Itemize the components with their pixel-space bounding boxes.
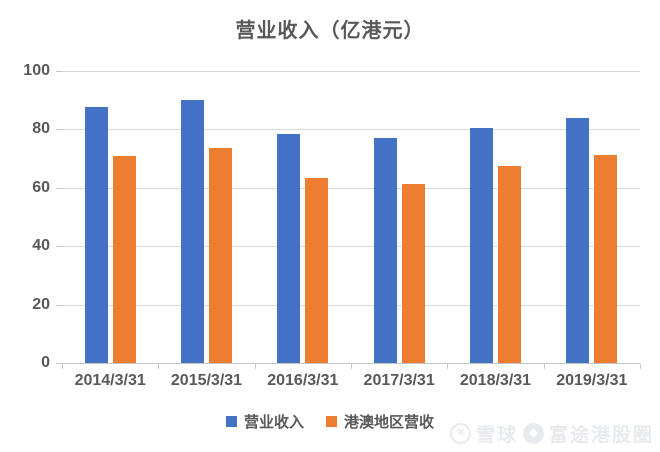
plot-area [62, 71, 640, 364]
x-axis-tick [351, 364, 352, 369]
x-axis-tick [158, 364, 160, 369]
legend-item-0: 营业收入 [225, 411, 304, 432]
x-axis-label-2014/3/31: 2014/3/31 [74, 372, 146, 389]
legend-label: 港澳地区营收 [344, 414, 435, 431]
bar-series-0-2018/3/31 [469, 128, 493, 363]
bar-series-0-2017/3/31 [373, 137, 397, 363]
bar-series-0-2014/3/31 [84, 107, 108, 363]
bar-series-1-2016/3/31 [305, 177, 329, 363]
chart-title: 营业收入（亿港元） [235, 20, 425, 42]
gridline-100 [62, 71, 640, 72]
legend-swatch-icon [225, 416, 237, 427]
y-axis-tick [56, 304, 62, 306]
y-axis-tick [56, 71, 62, 72]
category-group-2014/3/31 [62, 71, 158, 363]
x-axis-label-2017/3/31: 2017/3/31 [363, 372, 435, 389]
bar-series-1-2014/3/31 [112, 155, 136, 363]
chart-legend: 营业收入 港澳地区营收 [0, 411, 660, 432]
y-axis-label-20: 20 [32, 295, 50, 313]
bar-series-0-2016/3/31 [277, 134, 301, 363]
bar-series-0-2019/3/31 [566, 117, 590, 363]
x-axis-labels: 2014/3/31 2015/3/31 2016/3/31 2017/3/31 2018… [62, 372, 640, 390]
category-group-2018/3/31 [447, 71, 543, 363]
x-axis-label-2018/3/31: 2018/3/31 [459, 372, 532, 389]
y-axis-label-80: 80 [32, 120, 50, 138]
y-axis-label-0: 0 [41, 354, 50, 371]
category-group-2017/3/31 [351, 71, 447, 363]
gridline-60 [62, 187, 640, 189]
legend-swatch-icon [326, 416, 337, 427]
x-axis-tick [254, 364, 256, 369]
bar-series-1-2015/3/31 [208, 147, 232, 363]
bar-series-0-2015/3/31 [180, 99, 204, 363]
x-axis-tick [62, 364, 63, 369]
gridline-40 [62, 246, 640, 248]
category-group-2016/3/31 [255, 71, 351, 363]
x-axis-label-2015/3/31: 2015/3/31 [170, 372, 243, 389]
y-axis-tick [56, 129, 62, 131]
y-axis-label-100: 100 [23, 62, 50, 79]
legend-label: 营业收入 [243, 414, 304, 431]
x-axis-tick [543, 364, 545, 369]
y-axis-tick [56, 246, 62, 248]
gridline-0 [62, 363, 640, 364]
x-axis-tick [447, 364, 449, 369]
x-axis-label-2019/3/31: 2019/3/31 [556, 372, 628, 389]
y-axis-label-60: 60 [32, 178, 50, 196]
category-group-2019/3/31 [544, 71, 640, 363]
x-axis-tick [640, 364, 641, 369]
gridline-20 [62, 304, 640, 306]
y-axis-tick [56, 363, 62, 364]
gridline-80 [62, 129, 640, 131]
bars-container [62, 71, 640, 363]
legend-item-1: 港澳地区营收 [326, 411, 434, 432]
bar-series-1-2018/3/31 [497, 166, 521, 363]
x-axis-label-2016/3/31: 2016/3/31 [267, 372, 339, 389]
bar-series-1-2019/3/31 [594, 155, 618, 363]
category-group-2015/3/31 [158, 71, 254, 363]
y-axis-label-40: 40 [32, 237, 50, 255]
bar-series-1-2017/3/31 [401, 184, 425, 363]
y-axis-tick [56, 187, 62, 189]
